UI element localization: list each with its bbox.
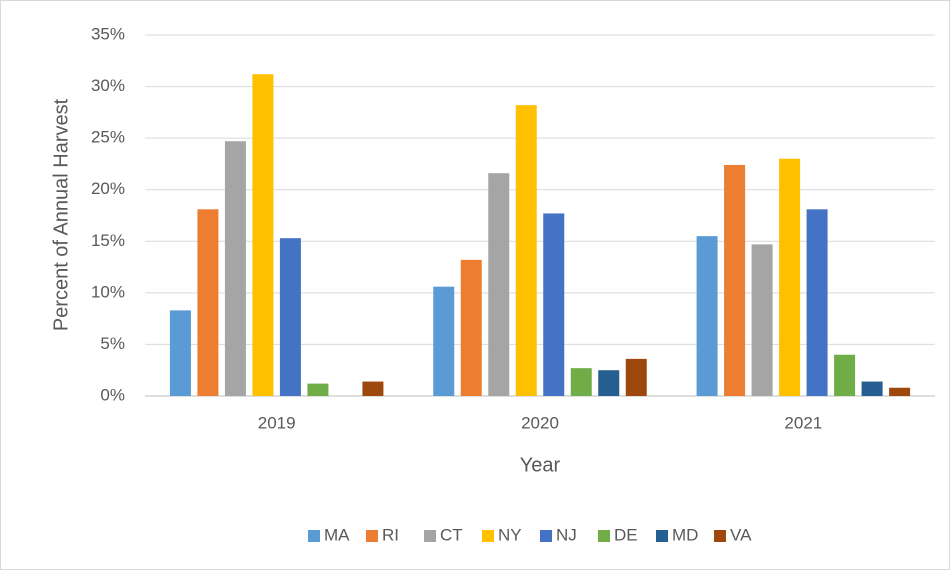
bar (279, 238, 301, 396)
legend-swatch (424, 530, 436, 542)
x-tick-label: 2021 (784, 413, 822, 432)
y-tick-label: 0% (100, 385, 125, 404)
y-tick-label: 35% (91, 24, 125, 43)
bar (889, 387, 911, 396)
legend-label: MD (672, 525, 698, 544)
bar (307, 383, 329, 396)
legend-label: RI (382, 525, 399, 544)
bar (570, 368, 592, 396)
legend-label: DE (614, 525, 638, 544)
legend-label: NY (498, 525, 522, 544)
legend-label: VA (730, 525, 752, 544)
bar (724, 164, 746, 396)
legend-swatch (540, 530, 552, 542)
y-axis-title: Percent of Annual Harvest (50, 98, 72, 331)
bar (696, 236, 718, 396)
legend-swatch (482, 530, 494, 542)
y-tick-label: 25% (91, 128, 125, 147)
bar (515, 105, 537, 396)
y-tick-label: 5% (100, 334, 125, 353)
y-tick-label: 15% (91, 231, 125, 250)
bar (625, 358, 647, 396)
bar (488, 173, 510, 396)
bar (460, 259, 482, 396)
legend-swatch (308, 530, 320, 542)
bar (433, 286, 455, 396)
x-tick-label: 2020 (521, 413, 559, 432)
bar (224, 141, 246, 396)
legend-swatch (656, 530, 668, 542)
bar (806, 209, 828, 396)
legend-swatch (366, 530, 378, 542)
bar (543, 213, 565, 396)
legend-label: NJ (556, 525, 577, 544)
legend-swatch (714, 530, 726, 542)
x-axis-title: Year (520, 454, 561, 476)
bar (861, 381, 883, 396)
y-tick-label: 20% (91, 179, 125, 198)
bar (252, 74, 274, 397)
legend-label: MA (324, 525, 350, 544)
x-tick-label: 2019 (258, 413, 296, 432)
legend-swatch (598, 530, 610, 542)
y-tick-label: 10% (91, 282, 125, 301)
bar (834, 354, 856, 396)
bar (197, 209, 219, 396)
bar (362, 381, 384, 396)
legend-label: CT (440, 525, 463, 544)
bar (779, 158, 801, 396)
y-tick-label: 30% (91, 76, 125, 95)
bar (169, 310, 191, 396)
bar (751, 244, 773, 396)
bar (598, 370, 620, 396)
